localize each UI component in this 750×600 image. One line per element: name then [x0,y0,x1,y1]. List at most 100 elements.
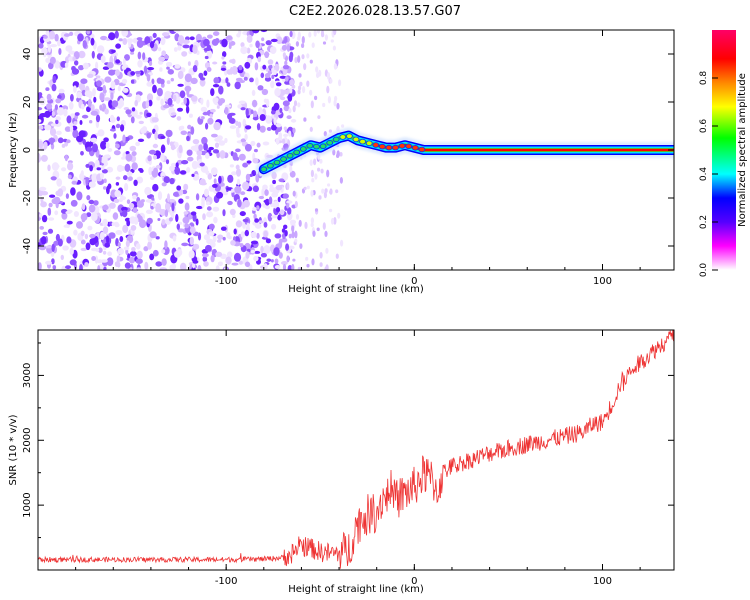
noise-speckle [219,150,226,159]
noise-speckle [177,83,184,87]
noise-speckle [146,132,151,139]
noise-speckle [220,226,227,231]
ridge-blob [392,144,399,151]
noise-speckle [134,70,142,75]
noise-speckle [289,87,293,94]
noise-speckle [189,236,194,246]
noise-speckle [274,87,281,97]
noise-speckle [136,37,143,41]
noise-speckle [291,84,296,89]
noise-speckle [160,144,166,154]
colorbar-tick-label: 0.4 [699,167,709,182]
noise-speckle [63,33,71,37]
ridge-blob [266,163,274,169]
noise-speckle [51,110,56,117]
noise-speckle [95,248,100,252]
noise-speckle [119,98,124,106]
noise-speckle [179,170,187,175]
noise-speckle [290,118,297,123]
noise-speckle [48,217,55,221]
noise-speckle [202,213,206,221]
noise-speckle [133,179,138,186]
noise-speckle [48,137,56,144]
noise-speckle [143,246,149,252]
noise-speckle [238,30,242,36]
noise-speckle [244,133,248,141]
noise-speckle [275,184,283,191]
noise-speckle [268,196,273,205]
noise-speckle [253,255,259,262]
noise-speckle [68,50,76,55]
noise-speckle [214,142,220,148]
noise-speckle [229,67,233,75]
noise-speckle [324,34,328,41]
noise-speckle [330,217,335,225]
noise-speckle [101,166,105,170]
noise-speckle [146,209,151,214]
noise-speckle [125,153,133,162]
noise-speckle [329,78,333,84]
noise-speckle [318,195,322,200]
noise-speckle [69,125,74,133]
noise-speckle [229,125,237,129]
spectrogram-xlabel: Height of straight line (km) [288,284,424,295]
noise-speckle [199,182,207,186]
noise-speckle [132,207,138,214]
noise-speckle [152,143,159,149]
noise-speckle [240,138,247,143]
noise-speckle [274,265,281,269]
noise-speckle [188,113,193,118]
ridge-blob [332,136,340,143]
noise-speckle [297,102,301,108]
noise-speckle [96,167,102,171]
colorbar: 0.0 0.2 0.4 0.6 0.8 Normalized spectral ampl… [699,30,748,277]
noise-speckle [163,176,170,184]
noise-speckle [102,218,108,227]
noise-speckle [111,49,116,53]
noise-speckle [80,151,84,156]
noise-speckle [130,116,135,124]
noise-speckle [311,258,315,266]
noise-speckle [121,65,127,70]
noise-speckle [294,238,298,243]
noise-speckle [250,140,256,146]
noise-speckle [257,56,262,63]
noise-speckle [166,91,173,96]
noise-speckle [288,54,293,63]
noise-speckle [116,116,121,122]
ridge-blob [273,159,281,166]
noise-speckle [81,203,86,211]
noise-speckle [45,245,53,249]
ridge-blob [411,145,419,151]
y-tick-label: -40 [22,238,33,254]
noise-speckle [210,167,218,176]
noise-speckle [79,120,83,125]
noise-speckle [100,155,108,164]
noise-speckle [258,220,264,224]
noise-speckle [198,72,204,79]
noise-speckle [294,230,298,239]
x-tick-label: 0 [411,276,417,287]
noise-speckle [272,188,279,196]
noise-speckle [316,227,320,232]
noise-speckle [213,31,220,36]
colorbar-tick-label: 0.6 [699,119,709,134]
noise-speckle [45,260,52,265]
noise-speckle [333,63,337,70]
noise-speckle [39,186,47,191]
noise-speckle [212,183,218,188]
noise-speckle [182,189,188,195]
noise-speckle [149,41,155,49]
noise-speckle [95,159,100,167]
noise-speckle [322,102,326,108]
noise-speckle [265,40,272,46]
noise-speckle [225,35,233,41]
ridge-blob [378,143,386,150]
noise-speckle [292,258,296,262]
noise-speckle [113,150,121,156]
noise-speckle [153,167,159,175]
noise-speckle [244,229,249,237]
noise-speckle [101,169,108,174]
noise-speckle [135,141,141,147]
noise-speckle [136,39,144,48]
